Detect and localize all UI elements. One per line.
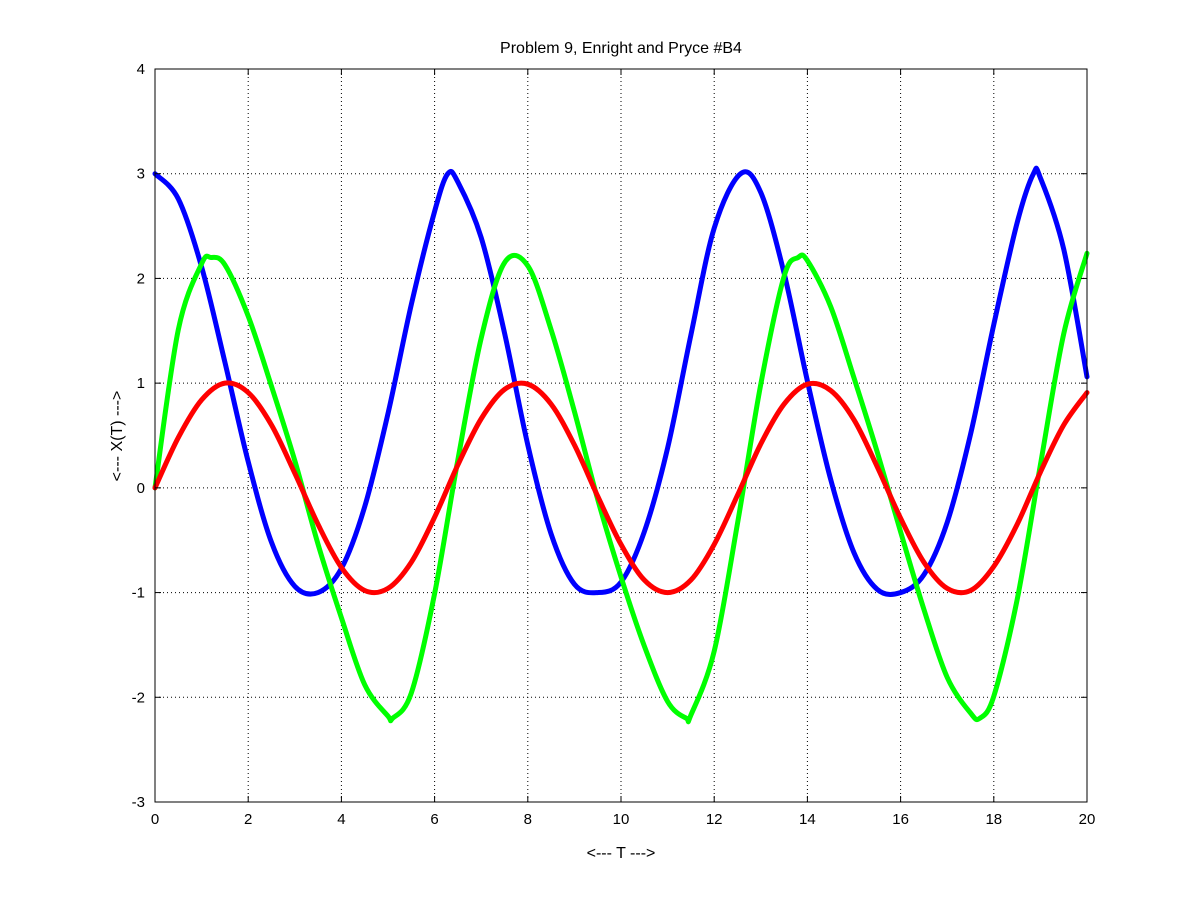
y-tick-label-7: 4	[137, 61, 145, 78]
x-tick-label-4: 8	[524, 811, 532, 828]
plot-lines	[152, 165, 1090, 725]
x-axis-label: <--- T --->	[587, 845, 656, 862]
x-tick-label-10: 20	[1079, 811, 1096, 828]
x-tick-label-5: 10	[613, 811, 630, 828]
y-axis-label: <--- X(T) --->	[109, 391, 126, 482]
y-tick-label-3: 0	[137, 480, 145, 497]
y-tick-label-5: 2	[137, 270, 145, 287]
series-green-line	[152, 250, 1090, 725]
x-tick-label-1: 2	[244, 811, 252, 828]
chart-title: Problem 9, Enright and Pryce #B4	[500, 40, 742, 57]
x-tick-label-2: 4	[337, 811, 345, 828]
grid	[155, 69, 1087, 802]
series-blue-line	[152, 165, 1090, 597]
x-tick-label-7: 14	[799, 811, 816, 828]
x-tick-label-6: 12	[706, 811, 723, 828]
x-tick-label-3: 6	[430, 811, 438, 828]
y-tick-label-2: -1	[132, 585, 145, 602]
y-tick-label-4: 1	[137, 375, 145, 392]
y-tick-label-0: -3	[132, 794, 145, 811]
x-tick-label-8: 16	[892, 811, 909, 828]
y-tick-label-6: 3	[137, 166, 145, 183]
y-tick-label-1: -2	[132, 689, 145, 706]
series-red-line	[152, 380, 1090, 596]
x-tick-label-0: 0	[151, 811, 159, 828]
axes-background	[154, 68, 1088, 803]
x-tick-label-9: 18	[985, 811, 1002, 828]
